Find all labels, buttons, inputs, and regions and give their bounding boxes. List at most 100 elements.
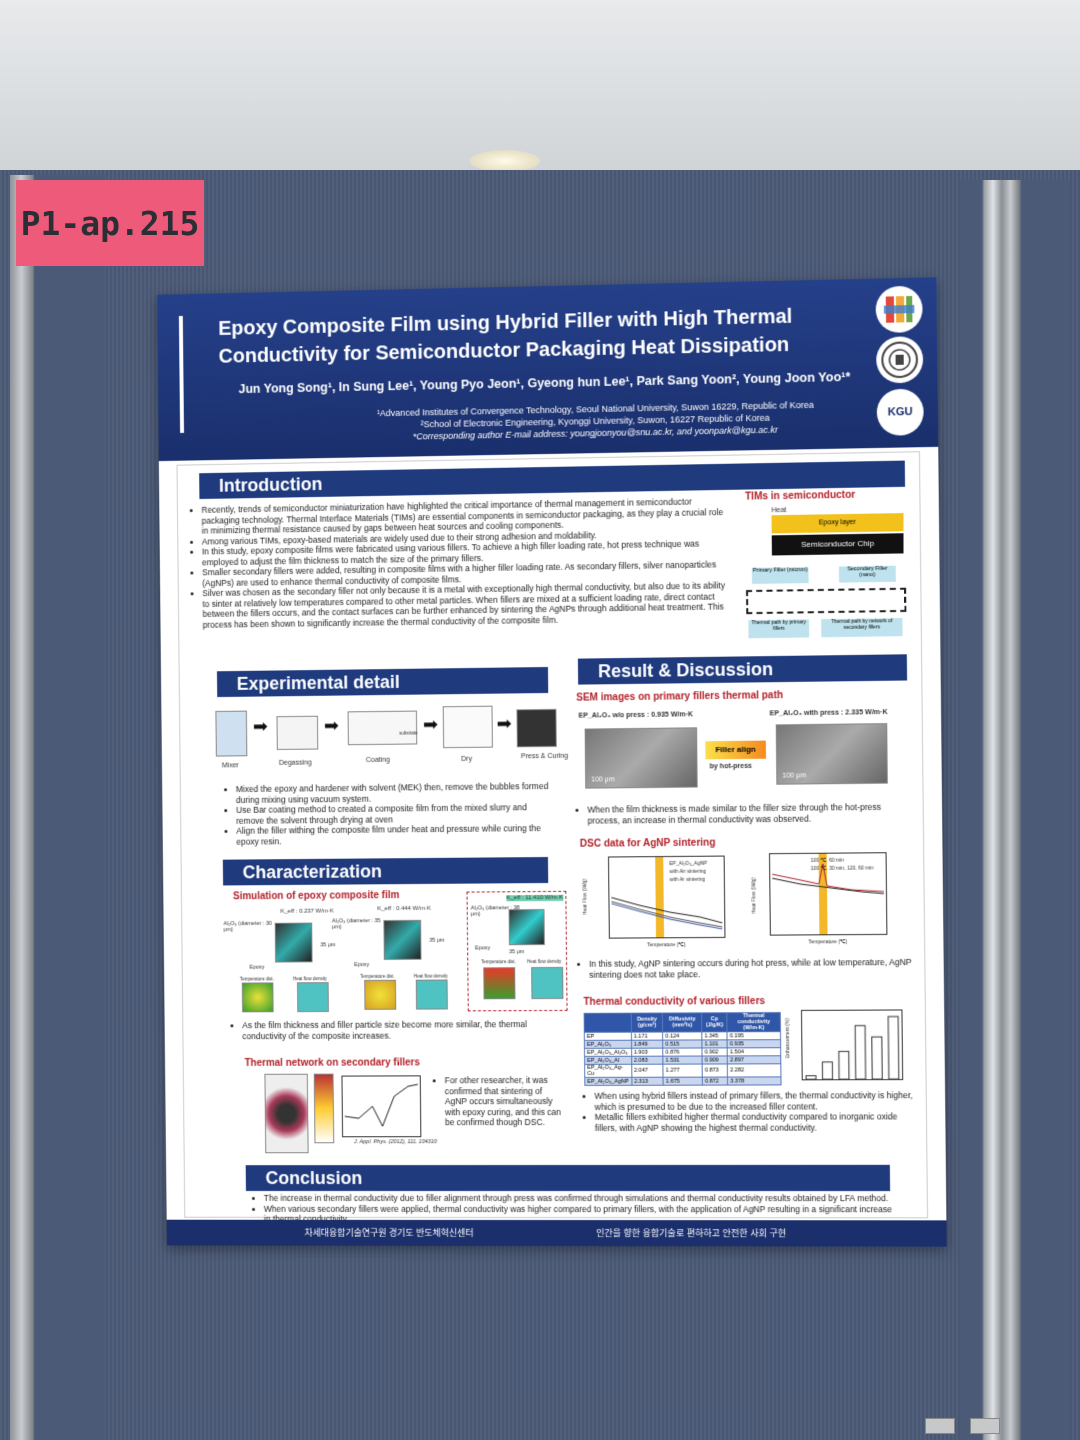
dsc-xlabel: Temperature (℃) <box>808 939 847 945</box>
tc-bar <box>855 1026 866 1080</box>
sim-temp: Temperature dist. <box>360 974 394 979</box>
cell: 1.101 <box>702 1040 727 1048</box>
sim-heat: Heat flow density <box>293 976 327 981</box>
dsc-ylabel: Heat Flow (W/g) <box>582 879 588 915</box>
process-step: Mixer <box>222 762 239 769</box>
heatflow-map <box>416 980 448 1010</box>
sem-bullet: When the film thickness is made similar … <box>587 802 910 826</box>
tc-bullet: Metallic fillers exhibited higher therma… <box>595 1111 914 1133</box>
tc-bar <box>822 1062 832 1079</box>
sim-dim: 35 μm <box>509 949 524 955</box>
cell: 1.903 <box>631 1048 663 1056</box>
dsc-chart-1: EP_Al₂O₃_AgNP with Air sintering with Ar… <box>608 856 725 939</box>
cell: 2.083 <box>631 1056 663 1064</box>
tc-header: Cp (J/g/K) <box>702 1013 727 1032</box>
tc-header: Diffusivity (mm²/s) <box>663 1013 702 1032</box>
cell: 2.047 <box>632 1064 664 1077</box>
snu-seal-icon <box>876 336 923 383</box>
section-experimental: Experimental detail <box>217 667 548 697</box>
cell: 2.282 <box>728 1064 781 1077</box>
exp-bullet: Align the filler withing the composite f… <box>236 823 554 847</box>
exp-bullet: Use Bar coating method to created a comp… <box>236 802 554 826</box>
table-row: EP_Al₂O₃_AgNP 2.313 1.675 0.872 3.378 <box>585 1077 781 1086</box>
cell: 1.171 <box>631 1032 663 1040</box>
cell: EP_Al₂O₃_AgNP <box>585 1077 632 1085</box>
tc-bullets: When using hybrid fillers instead of pri… <box>584 1090 913 1133</box>
secondary-filler-label: Secondary Filler (nano) <box>839 566 896 583</box>
poster-authors: Jun Yong Song¹, In Sung Lee¹, Young Pyo … <box>239 369 879 396</box>
section-results: Result & Discussion <box>578 654 907 684</box>
cell: 0.873 <box>702 1064 727 1077</box>
temp-map <box>483 967 515 999</box>
heat-label: Heat <box>771 507 786 514</box>
exp-bullet: Mixed the epoxy and hardener with solven… <box>236 781 554 805</box>
sim-cube <box>383 920 421 960</box>
intro-bullet: Silver was chosen as the secondary fille… <box>202 580 730 630</box>
tims-title: TIMs in semiconductor <box>745 490 855 503</box>
sim-diameter: Al₂O₃ (diameter : 30 μm) <box>223 921 272 933</box>
cell: 3.378 <box>728 1077 781 1085</box>
footer-left: 차세대융합기술연구원 경기도 반도체혁신센터 <box>304 1228 473 1238</box>
sim-temp: Temperature dist. <box>240 976 274 981</box>
dsc-title: DSC data for AgNP sintering <box>580 838 716 850</box>
char-bullets: As the film thickness and filler particl… <box>232 1019 559 1041</box>
arrow-icon: ➡ <box>253 716 268 737</box>
cell: EP_Al₂O₃ <box>584 1040 631 1048</box>
cell: 0.515 <box>663 1040 702 1048</box>
sem-right-label: EP_Al₂O₃ with press : 2.335 W/m·K <box>770 709 888 717</box>
degassing-icon <box>276 716 318 750</box>
cell: 1.675 <box>663 1077 702 1085</box>
tc-bullet: When using hybrid fillers instead of pri… <box>594 1090 913 1112</box>
dsc-chart-2: 100 ℃, 60 min 100 ℃, 30 min, 120, 60 min <box>769 852 887 935</box>
wall <box>0 0 1080 180</box>
sim-temp: Temperature dist. <box>481 959 516 964</box>
arrow-icon: ➡ <box>324 715 339 736</box>
cell: 0.909 <box>702 1056 727 1064</box>
sim-dim: 35 μm <box>320 942 335 948</box>
process-step: Press & Curing <box>521 753 568 761</box>
arrow-icon: ➡ <box>423 714 438 735</box>
tc-header <box>584 1013 631 1032</box>
mixer-icon <box>215 711 247 757</box>
agnp-network-figure <box>264 1074 308 1154</box>
institute-logo-icon <box>875 286 922 333</box>
process-step: Dry <box>461 756 472 763</box>
poster-title: Epoxy Composite Film using Hybrid Filler… <box>218 301 858 371</box>
table-row: EP_Al₂O₃_Ag-Cu 2.047 1.277 0.873 2.282 <box>585 1064 781 1078</box>
tc-bar <box>839 1051 849 1079</box>
tc-ylabel: Enhancement (%) <box>785 1018 791 1058</box>
sim-cube <box>275 923 313 963</box>
poster-header: Epoxy Composite Film using Hybrid Filler… <box>157 277 938 461</box>
temp-map <box>364 980 396 1010</box>
cell: EP <box>584 1032 631 1040</box>
cell: EP_Al₂O₃_Al₂O₃ <box>584 1048 631 1056</box>
sem-left-label: EP_Al₂O₃ w/o press : 0.935 W/m·K <box>578 711 693 719</box>
sim-dim: 35 μm <box>429 938 444 944</box>
heatflow-map <box>531 967 563 999</box>
tc-title: Thermal conductivity of various fillers <box>583 996 765 1008</box>
section-characterization: Characterization <box>223 857 548 885</box>
temp-map <box>242 982 274 1012</box>
hinge <box>970 1418 1000 1434</box>
booth-tag: P1-ap.215 <box>16 180 204 266</box>
section-conclusion: Conclusion <box>246 1165 890 1191</box>
sem-bullets: When the film thickness is made similar … <box>577 802 910 826</box>
heatflow-map <box>297 982 329 1012</box>
dsc-bullet: In this study, AgNP sintering occurs dur… <box>589 957 912 980</box>
tc-bar <box>888 1017 899 1080</box>
poster-affiliations: ¹Advanced Institutes of Convergence Tech… <box>296 397 897 444</box>
scale-bar: 100 μm <box>591 776 615 783</box>
semiconductor-chip: Semiconductor Chip <box>772 533 904 555</box>
sem-title: SEM images on primary fillers thermal pa… <box>576 690 783 704</box>
sim-k: K_eff : 0.444 W/m·K <box>377 906 431 912</box>
cell: 0.124 <box>663 1032 702 1040</box>
sim-k: K_eff : 0.237 W/m·K <box>280 908 333 914</box>
dsc-reference-chart <box>341 1075 421 1137</box>
hinge <box>925 1418 955 1434</box>
coating-icon <box>348 711 418 746</box>
dsc-bullets: In this study, AgNP sintering occurs dur… <box>579 957 912 980</box>
tc-table: Density (g/cm³) Diffusivity (mm²/s) Cp (… <box>584 1012 782 1086</box>
primary-filler-label: Primary Filler (micron) <box>752 567 809 584</box>
cell: 1.277 <box>663 1064 702 1077</box>
cell: 1.345 <box>702 1032 727 1040</box>
